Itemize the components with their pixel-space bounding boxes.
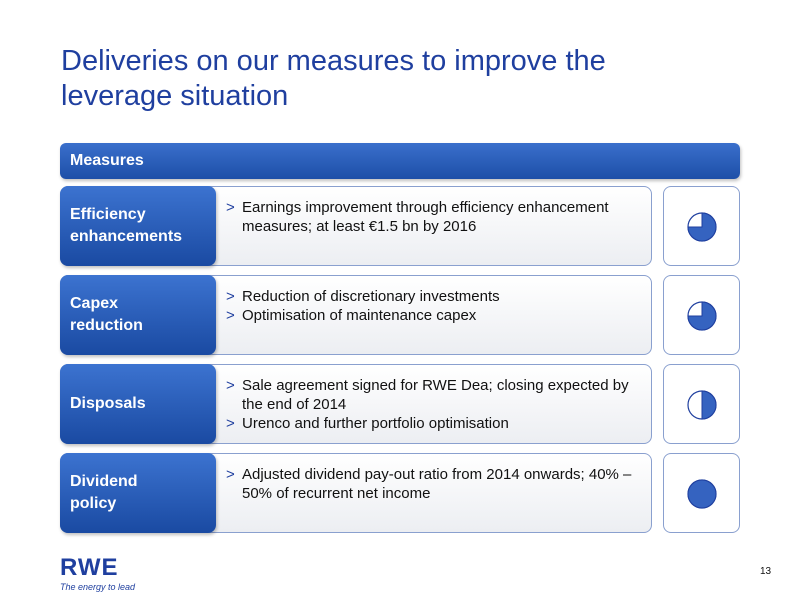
slide-title: Deliveries on our measures to improve th… bbox=[61, 45, 606, 112]
logo-wordmark: RWE bbox=[60, 554, 119, 581]
bullet-text: Reduction of discretionary investments bbox=[242, 288, 500, 305]
bullet-item: > Optimisation of maintenance capex bbox=[226, 306, 646, 325]
bullet-item: > Adjusted dividend pay-out ratio from 20… bbox=[226, 465, 646, 503]
progress-box bbox=[663, 275, 740, 355]
bullet-item: > Earnings improvement through efficiency… bbox=[226, 198, 646, 236]
bullet-marker: > bbox=[226, 199, 235, 216]
measure-label: Efficiency enhancements bbox=[70, 206, 183, 245]
measure-bullets: > Reduction of discretionary investments … bbox=[226, 287, 646, 325]
measure-label: Capex reduction bbox=[70, 295, 143, 334]
pie-fill bbox=[687, 301, 717, 331]
pie-fill bbox=[687, 212, 717, 242]
measures-header-label: Measures bbox=[70, 152, 144, 169]
progress-pie-icon bbox=[687, 390, 717, 420]
bullet-marker: > bbox=[226, 466, 235, 483]
bullet-item: > Sale agreement signed for RWE Dea; clos… bbox=[226, 376, 646, 414]
bullet-marker: > bbox=[226, 415, 235, 432]
measure-row: Capex reduction > Reduction of discretion… bbox=[60, 275, 652, 355]
measure-row: Disposals > Sale agreement signed for RWE… bbox=[60, 364, 652, 444]
progress-pie-icon bbox=[687, 301, 717, 331]
bullet-text: Urenco and further portfolio optimisatio… bbox=[242, 415, 509, 432]
progress-box bbox=[663, 186, 740, 266]
measure-row: Efficiency enhancements > Earnings improv… bbox=[60, 186, 652, 266]
progress-box bbox=[663, 453, 740, 533]
measure-label: Dividend policy bbox=[70, 473, 138, 512]
progress-pie-icon bbox=[687, 479, 717, 509]
measure-label: Disposals bbox=[70, 395, 146, 412]
pie-fill bbox=[701, 390, 717, 420]
bullet-text: Optimisation of maintenance capex bbox=[242, 307, 477, 324]
bullet-item: > Urenco and further portfolio optimisati… bbox=[226, 414, 646, 433]
logo-tagline: The energy to lead bbox=[60, 582, 136, 592]
measure-bullets: > Adjusted dividend pay-out ratio from 20… bbox=[226, 465, 646, 503]
progress-box bbox=[663, 364, 740, 444]
bullet-text: Adjusted dividend pay-out ratio from 201… bbox=[242, 466, 632, 502]
measure-label-box: Dividend policy bbox=[60, 453, 216, 533]
measure-label-box: Disposals bbox=[60, 364, 216, 444]
bullet-item: > Reduction of discretionary investments bbox=[226, 287, 646, 306]
measure-row: Dividend policy > Adjusted dividend pay-o… bbox=[60, 453, 652, 533]
measure-label-box: Efficiency enhancements bbox=[60, 186, 216, 266]
progress-pie-icon bbox=[687, 212, 717, 242]
rwe-logo: RWE The energy to lead bbox=[60, 554, 136, 593]
measures-header: Measures bbox=[60, 143, 740, 179]
measure-label-box: Capex reduction bbox=[60, 275, 216, 355]
bullet-marker: > bbox=[226, 307, 235, 324]
pie-fill bbox=[687, 479, 717, 509]
measure-bullets: > Sale agreement signed for RWE Dea; clos… bbox=[226, 376, 646, 433]
bullet-marker: > bbox=[226, 377, 235, 394]
measure-bullets: > Earnings improvement through efficiency… bbox=[226, 198, 646, 236]
bullet-text: Sale agreement signed for RWE Dea; closi… bbox=[242, 377, 629, 413]
page-number: 13 bbox=[760, 566, 772, 577]
bullet-marker: > bbox=[226, 288, 235, 305]
bullet-text: Earnings improvement through efficiency … bbox=[242, 199, 609, 235]
